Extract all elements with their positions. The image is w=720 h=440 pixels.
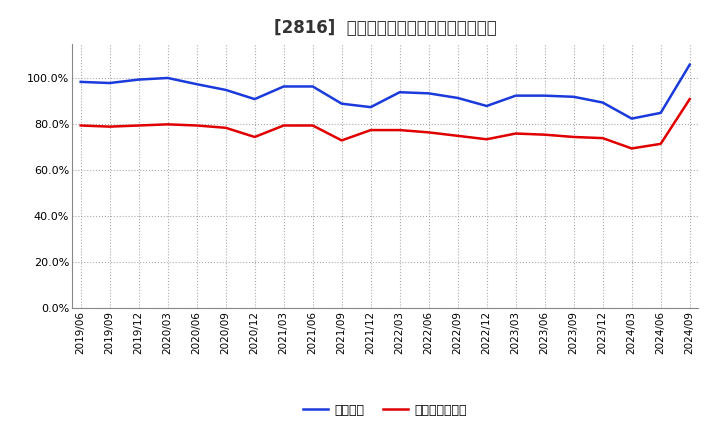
固定長期適合率 xyxy=(338,138,346,143)
固定比率 xyxy=(338,101,346,106)
固定比率 xyxy=(570,94,578,99)
固定比率 xyxy=(366,104,375,110)
固定長期適合率 xyxy=(308,123,317,128)
固定比率 xyxy=(541,93,549,98)
固定長期適合率 xyxy=(105,124,114,129)
固定長期適合率 xyxy=(454,133,462,139)
Title: [2816]  固定比率、固定長期適合率の推移: [2816] 固定比率、固定長期適合率の推移 xyxy=(274,19,497,37)
固定比率 xyxy=(135,77,143,82)
固定比率 xyxy=(76,79,85,84)
固定比率 xyxy=(598,100,607,105)
固定比率 xyxy=(251,96,259,102)
固定長期適合率 xyxy=(627,146,636,151)
Line: 固定比率: 固定比率 xyxy=(81,65,690,119)
固定長期適合率 xyxy=(163,122,172,127)
固定長期適合率 xyxy=(598,136,607,141)
固定比率 xyxy=(395,90,404,95)
固定長期適合率 xyxy=(251,134,259,139)
固定比率 xyxy=(482,103,491,109)
固定比率 xyxy=(163,75,172,81)
固定比率 xyxy=(511,93,520,98)
固定比率 xyxy=(627,116,636,121)
固定比率 xyxy=(424,91,433,96)
固定比率 xyxy=(685,62,694,67)
固定長期適合率 xyxy=(135,123,143,128)
固定長期適合率 xyxy=(424,130,433,135)
固定比率 xyxy=(192,81,201,87)
固定比率 xyxy=(454,95,462,101)
固定比率 xyxy=(657,110,665,116)
固定長期適合率 xyxy=(366,128,375,133)
固定比率 xyxy=(105,81,114,86)
固定長期適合率 xyxy=(279,123,288,128)
固定比率 xyxy=(279,84,288,89)
固定長期適合率 xyxy=(511,131,520,136)
固定長期適合率 xyxy=(685,96,694,102)
固定長期適合率 xyxy=(192,123,201,128)
固定比率 xyxy=(308,84,317,89)
Legend: 固定比率, 固定長期適合率: 固定比率, 固定長期適合率 xyxy=(298,399,472,422)
固定長期適合率 xyxy=(570,134,578,139)
固定比率 xyxy=(221,87,230,92)
固定長期適合率 xyxy=(395,128,404,133)
固定長期適合率 xyxy=(221,125,230,130)
Line: 固定長期適合率: 固定長期適合率 xyxy=(81,99,690,148)
固定長期適合率 xyxy=(541,132,549,137)
固定長期適合率 xyxy=(482,137,491,142)
固定長期適合率 xyxy=(76,123,85,128)
固定長期適合率 xyxy=(657,141,665,147)
